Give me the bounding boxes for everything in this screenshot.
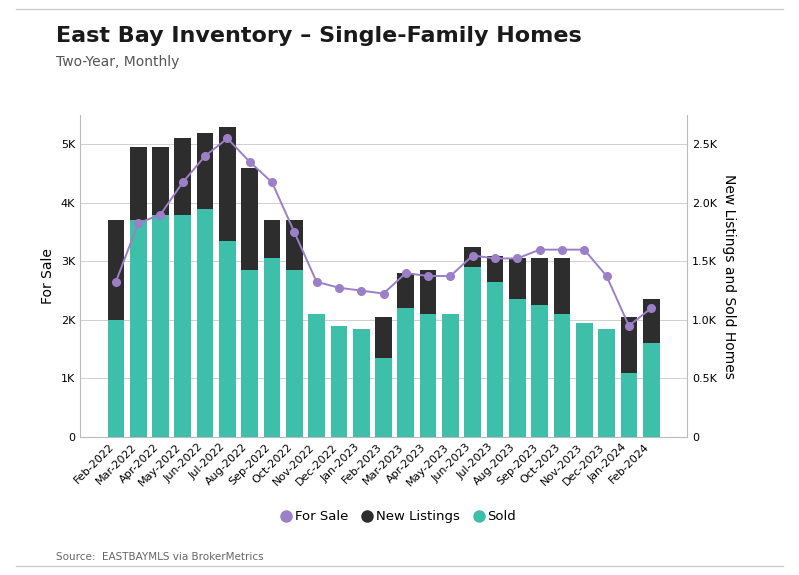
For Sale bbox=[512, 255, 522, 262]
For Sale bbox=[401, 270, 411, 277]
Bar bbox=[531, 258, 548, 437]
For Sale bbox=[535, 246, 544, 253]
Bar bbox=[353, 332, 370, 437]
For Sale bbox=[133, 220, 143, 227]
Bar bbox=[487, 282, 503, 437]
Bar bbox=[174, 139, 191, 437]
Bar bbox=[219, 126, 236, 437]
Text: Source:  EASTBAYMLS via BrokerMetrics: Source: EASTBAYMLS via BrokerMetrics bbox=[56, 553, 264, 562]
Bar bbox=[264, 258, 280, 437]
Bar bbox=[397, 273, 414, 437]
For Sale bbox=[446, 273, 455, 279]
Bar bbox=[129, 220, 146, 437]
For Sale bbox=[356, 287, 366, 294]
Bar bbox=[286, 270, 303, 437]
For Sale bbox=[267, 179, 276, 186]
For Sale bbox=[468, 252, 478, 259]
Legend: For Sale, New Listings, Sold: For Sale, New Listings, Sold bbox=[277, 505, 522, 528]
Bar bbox=[643, 300, 659, 437]
For Sale bbox=[312, 278, 321, 285]
Bar bbox=[286, 220, 303, 437]
Bar bbox=[598, 329, 615, 437]
Bar bbox=[397, 308, 414, 437]
Bar bbox=[174, 214, 191, 437]
Bar bbox=[531, 305, 548, 437]
Bar bbox=[129, 147, 146, 437]
Bar bbox=[108, 220, 124, 437]
Bar bbox=[308, 329, 325, 437]
For Sale bbox=[111, 278, 121, 285]
Bar bbox=[376, 358, 392, 437]
For Sale bbox=[245, 158, 255, 165]
For Sale bbox=[579, 246, 589, 253]
For Sale bbox=[646, 305, 656, 312]
Bar bbox=[376, 317, 392, 437]
Bar bbox=[598, 384, 615, 437]
For Sale bbox=[334, 284, 344, 291]
Bar bbox=[509, 258, 526, 437]
Bar bbox=[554, 258, 570, 437]
Line: For Sale: For Sale bbox=[112, 135, 655, 329]
Bar bbox=[464, 267, 481, 437]
Bar bbox=[264, 220, 280, 437]
For Sale bbox=[423, 273, 433, 279]
Bar bbox=[241, 168, 258, 437]
Bar bbox=[419, 314, 436, 437]
Text: East Bay Inventory – Single-Family Homes: East Bay Inventory – Single-Family Homes bbox=[56, 26, 582, 46]
Y-axis label: New Listings and Sold Homes: New Listings and Sold Homes bbox=[722, 174, 737, 378]
For Sale bbox=[178, 179, 188, 186]
Bar bbox=[197, 133, 213, 437]
Bar bbox=[643, 343, 659, 437]
Bar bbox=[442, 314, 459, 437]
Bar bbox=[554, 314, 570, 437]
For Sale bbox=[624, 323, 634, 329]
Bar bbox=[219, 241, 236, 437]
Bar bbox=[241, 270, 258, 437]
For Sale bbox=[223, 135, 233, 142]
Bar bbox=[152, 214, 169, 437]
For Sale bbox=[289, 229, 299, 236]
Bar bbox=[442, 314, 459, 437]
For Sale bbox=[201, 152, 210, 159]
Bar bbox=[621, 317, 638, 437]
For Sale bbox=[491, 255, 500, 262]
Bar bbox=[353, 329, 370, 437]
For Sale bbox=[602, 273, 611, 279]
Bar bbox=[331, 384, 348, 437]
Bar bbox=[108, 320, 124, 437]
Bar bbox=[464, 247, 481, 437]
Bar bbox=[576, 323, 593, 437]
Bar bbox=[487, 255, 503, 437]
Bar bbox=[576, 329, 593, 437]
Bar bbox=[152, 147, 169, 437]
Bar bbox=[331, 326, 348, 437]
Bar bbox=[419, 270, 436, 437]
Bar bbox=[621, 373, 638, 437]
For Sale bbox=[379, 290, 388, 297]
Y-axis label: For Sale: For Sale bbox=[41, 248, 55, 304]
Bar bbox=[197, 209, 213, 437]
For Sale bbox=[557, 246, 566, 253]
Text: Two-Year, Monthly: Two-Year, Monthly bbox=[56, 55, 179, 68]
Bar bbox=[509, 300, 526, 437]
Bar bbox=[308, 314, 325, 437]
For Sale bbox=[156, 211, 165, 218]
